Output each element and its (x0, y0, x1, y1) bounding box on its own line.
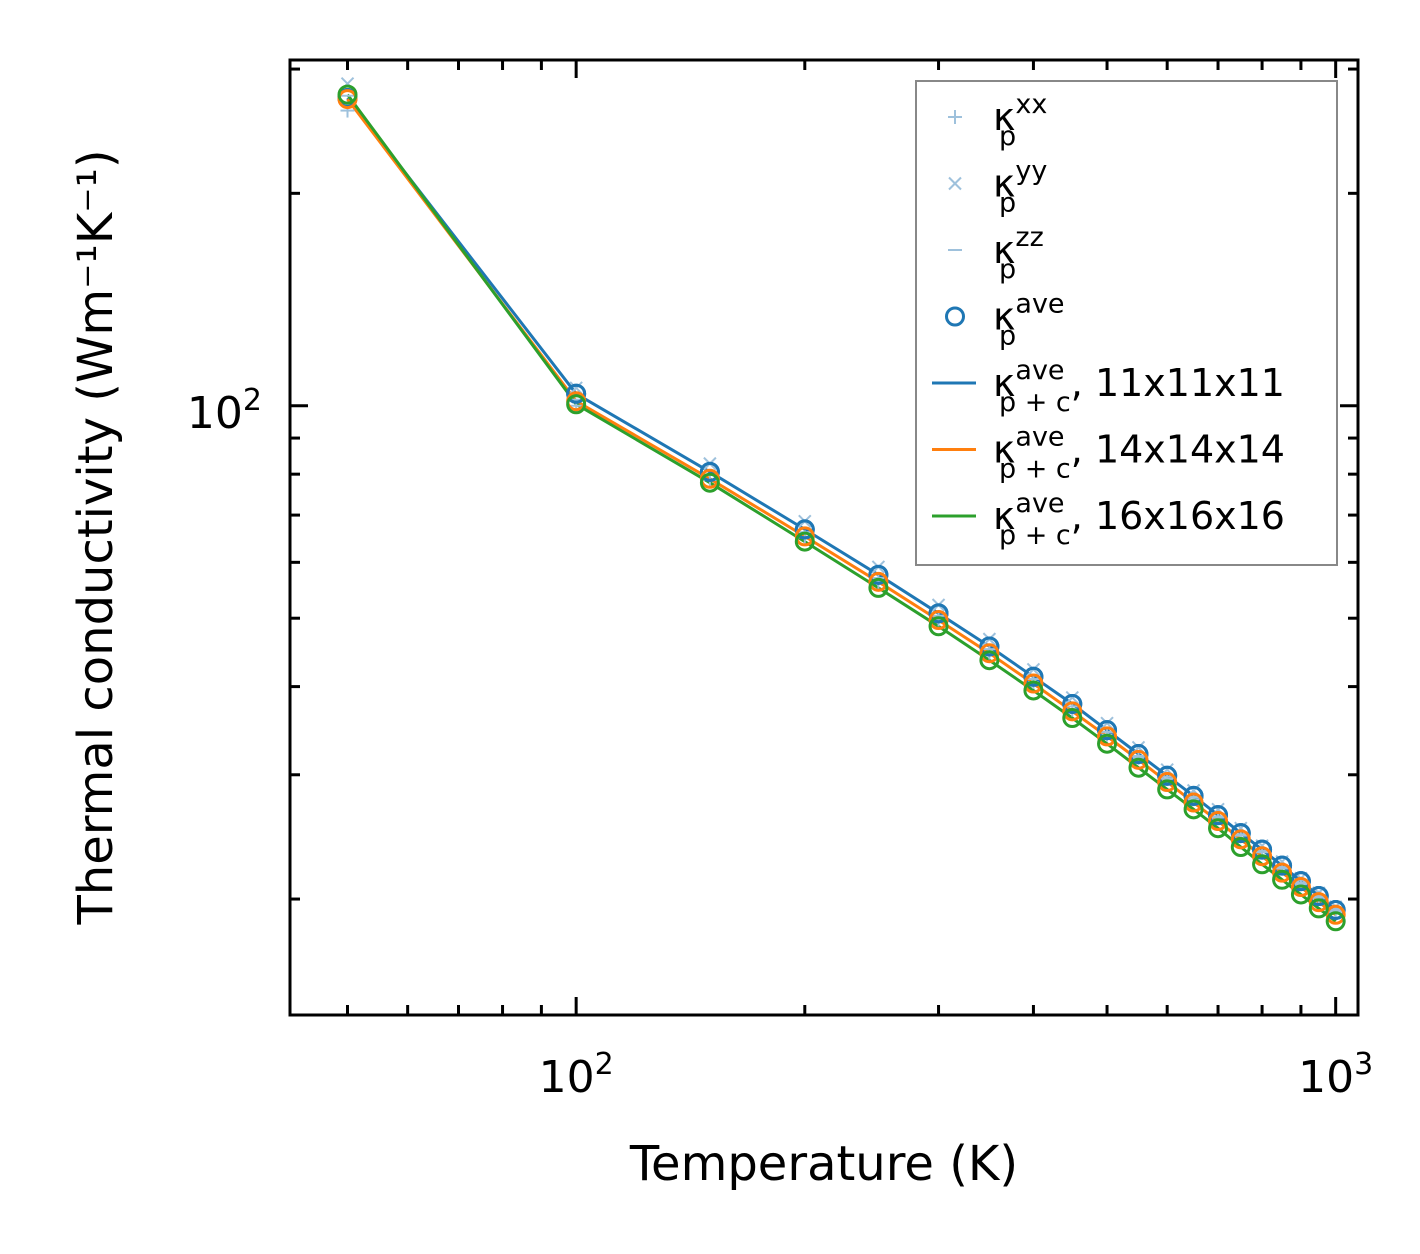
data-point-kappa_pc_11 (1023, 666, 1044, 687)
legend-marker-kappa_p_yy (948, 176, 962, 191)
data-point-kappa_pc_14 (1325, 904, 1346, 925)
legend-label-kappa_pc_14: κave p + c, 14x14x14 (993, 422, 1285, 485)
data-point-kappa_pc_11 (794, 519, 815, 540)
legend-frame (915, 80, 1338, 566)
y-axis-title: Thermal conductivity (Wm⁻¹K⁻¹) (68, 149, 124, 925)
data-point-kappa_pc_16 (1290, 884, 1311, 905)
data-point-kappa_pc_14 (1128, 749, 1149, 770)
legend-label-kappa_pc_16: κave p + c, 16x16x16 (993, 488, 1285, 551)
data-point-kappa_pc_16 (1183, 799, 1204, 820)
data-point-kappa_pc_16 (928, 616, 949, 637)
axis-ticks (290, 60, 1358, 1015)
data-point-kappa_pc_11 (868, 564, 889, 585)
data-point-kappa_pc_11 (979, 636, 1000, 657)
data-point-kappa_pc_16 (1252, 854, 1273, 875)
data-series (346, 93, 1337, 923)
data-point-kappa_p_yy (1100, 716, 1114, 730)
data-point-kappa_pc_14 (1157, 772, 1178, 793)
data-point-kappa_pc_11 (1252, 839, 1273, 860)
data-point-kappa_pc_16 (1062, 708, 1083, 729)
data-point-kappa_pc_16 (794, 531, 815, 552)
data-point-kappa_pc_14 (1183, 792, 1204, 813)
data-point-kappa_pc_14 (1308, 892, 1329, 913)
data-point-kappa_pc_14 (1023, 673, 1044, 694)
data-point-kappa_pc_14 (1062, 701, 1083, 722)
data-point-kappa_pc_16 (1023, 680, 1044, 701)
x-tick-label: 103 (1298, 1047, 1373, 1103)
data-point-kappa_pc_11 (1062, 693, 1083, 714)
data-point-kappa_pc_11 (566, 383, 587, 404)
legend-label-kappa_pc_11: κave p + c, 11x11x11 (993, 355, 1285, 418)
data-point-kappa_p_yy (569, 381, 583, 395)
legend-entry-kappa_p_ave: κave p (945, 289, 1065, 352)
data-point-kappa_pc_16 (337, 84, 358, 105)
legend-entry-kappa_p_xx: κxx p (948, 89, 1047, 152)
data-point-kappa_pc_16 (1272, 869, 1293, 890)
x-tick-label: 102 (539, 1047, 614, 1103)
legend-marker-kappa_p_ave (945, 306, 965, 327)
plot-frame (288, 58, 1360, 1017)
data-point-kappa_pc_11 (1208, 805, 1229, 826)
legend-label-kappa_p_xx: κxx p (993, 89, 1047, 152)
data-point-kappa_pc_16 (699, 472, 720, 493)
y-tick-label: 102 (187, 383, 262, 439)
legend-entry-kappa_pc_16: κave p + c, 16x16x16 (932, 488, 1285, 551)
data-point-kappa_pc_16 (1097, 733, 1118, 754)
data-point-kappa_pc_14 (1252, 846, 1273, 867)
data-point-kappa_pc_11 (1290, 871, 1311, 892)
series-line-kappa_pc_11 (346, 97, 1337, 912)
data-point-kappa_pc_14 (928, 610, 949, 631)
data-point-kappa_pc_14 (1230, 829, 1251, 850)
legend-entry-kappa_p_yy: κyy p (948, 156, 1047, 219)
legend-entry-kappa_pc_14: κave p + c, 14x14x14 (932, 422, 1285, 485)
data-point-kappa_pc_11 (1128, 744, 1149, 765)
data-point-kappa_pc_16 (1308, 898, 1329, 919)
data-point-kappa_pc_14 (1290, 877, 1311, 898)
data-point-kappa_pc_11 (699, 461, 720, 482)
data-markers (337, 76, 1346, 932)
data-point-kappa_pc_16 (1128, 757, 1149, 778)
legend-label-kappa_p_zz: κzz p (993, 222, 1044, 285)
data-point-kappa_pc_11 (1157, 765, 1178, 786)
data-point-kappa_pc_14 (868, 571, 889, 592)
legend-label-kappa_p_yy: κyy p (993, 156, 1047, 219)
data-point-kappa_pc_16 (868, 577, 889, 598)
legend-entry-kappa_p_zz: κzz p (948, 222, 1044, 285)
data-point-kappa_pc_16 (1230, 837, 1251, 858)
data-point-kappa_pc_16 (1157, 779, 1178, 800)
data-point-kappa_pc_11 (1097, 720, 1118, 741)
data-point-kappa_pc_14 (1272, 862, 1293, 883)
data-point-kappa_pc_16 (979, 650, 1000, 671)
data-point-kappa_pc_11 (1183, 785, 1204, 806)
data-point-kappa_pc_14 (1097, 726, 1118, 747)
legend-label-kappa_p_ave: κave p (993, 289, 1065, 352)
data-point-kappa_pc_11 (928, 603, 949, 624)
tick-labels: 102 103 102 (187, 383, 1373, 1103)
legend-marker-kappa_p_xx (948, 110, 962, 124)
data-point-kappa_p_yy (1065, 690, 1079, 705)
series-line-kappa_pc_14 (346, 98, 1337, 916)
data-point-kappa_pc_16 (1325, 911, 1346, 932)
data-point-kappa_pc_16 (1208, 818, 1229, 839)
x-axis-title: Temperature (K) (629, 1136, 1018, 1192)
data-point-kappa_pc_11 (1272, 855, 1293, 876)
legend-entry-kappa_pc_11: κave p + c, 11x11x11 (932, 355, 1285, 418)
data-point-kappa_pc_14 (979, 643, 1000, 664)
data-point-kappa_pc_11 (1230, 823, 1251, 844)
series-line-kappa_pc_16 (346, 93, 1337, 923)
data-point-kappa_pc_14 (1208, 810, 1229, 831)
data-point-kappa_pc_16 (566, 394, 587, 415)
